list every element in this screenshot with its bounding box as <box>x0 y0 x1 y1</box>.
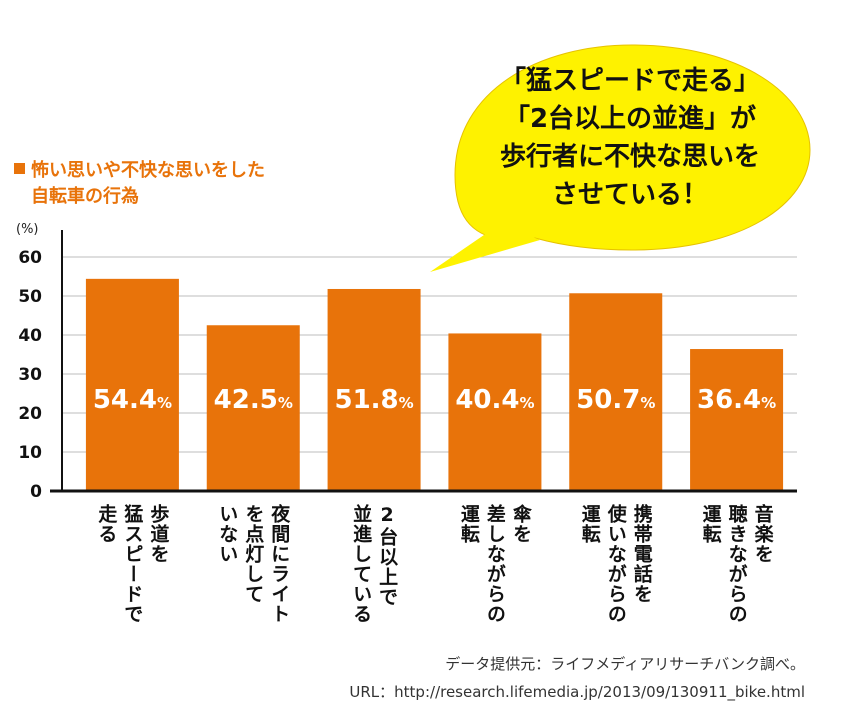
source-note: データ提供元：ライフメディアリサーチバンク調べ。 URL：http://rese… <box>349 650 805 706</box>
category-label: 2台以上で 並進している <box>350 504 399 624</box>
callout-bubble <box>430 44 811 272</box>
category-label: 音楽を 聴きながらの 運転 <box>699 504 774 624</box>
y-tick-label: 60 <box>18 248 42 268</box>
y-axis-unit: (%) <box>16 222 39 237</box>
bar-value-label: 36.4% <box>697 385 776 415</box>
bar-value-label: 51.8% <box>334 385 413 415</box>
y-tick-label: 10 <box>18 443 42 463</box>
callout-line-2: 「2台以上の並進」が <box>503 104 757 134</box>
legend-square-icon <box>14 163 25 174</box>
y-tick-label: 20 <box>18 404 42 424</box>
category-label: 携帯電話を 使いながらの 運転 <box>578 504 653 624</box>
bar <box>327 288 421 491</box>
bars: 54.4% 42.5% 51.8% 40.4% 50.7% 36.4% <box>85 278 784 491</box>
legend-line-1: 怖い思いや不快な思いをした <box>31 160 265 181</box>
source-url: URL：http://research.lifemedia.jp/2013/09… <box>349 683 805 701</box>
grid-lines <box>62 256 797 453</box>
y-tick-label: 30 <box>18 365 42 385</box>
bar <box>206 325 300 491</box>
y-axis-ticks: 0 10 20 30 40 50 60 <box>18 248 42 502</box>
bar <box>569 293 663 491</box>
source-line-1: データ提供元：ライフメディアリサーチバンク調べ。 <box>445 655 805 673</box>
callout-shape <box>454 44 811 251</box>
callout-line-4: させている！ <box>551 180 708 210</box>
bar <box>690 349 784 491</box>
category-label: 歩道を 猛スピードで 走る <box>95 504 170 624</box>
bar <box>448 333 542 491</box>
callout-line-3: 歩行者に不快な思いを <box>499 142 760 172</box>
category-label: 傘を 差しながらの 運転 <box>457 504 532 624</box>
callout-tail <box>430 224 540 272</box>
y-tick-label: 40 <box>18 326 42 346</box>
bar-value-label: 42.5% <box>214 385 293 415</box>
callout-text: 「猛スピードで走る」 「2台以上の並進」が 歩行者に不快な思いを させている！ <box>470 62 790 214</box>
callout-line-1: 「猛スピードで走る」 <box>499 66 760 96</box>
bar-value-label: 40.4% <box>455 385 534 415</box>
legend: 怖い思いや不快な思いをした 自転車の行為 <box>14 158 265 210</box>
y-tick-label: 50 <box>18 287 42 307</box>
legend-line-2: 自転車の行為 <box>31 186 139 207</box>
y-tick-label: 0 <box>30 482 42 502</box>
bar-value-label: 50.7% <box>576 385 655 415</box>
bar <box>85 278 179 491</box>
category-label: 夜間にライト を点灯して いない <box>216 504 291 624</box>
bar-value-label: 54.4% <box>93 385 172 415</box>
